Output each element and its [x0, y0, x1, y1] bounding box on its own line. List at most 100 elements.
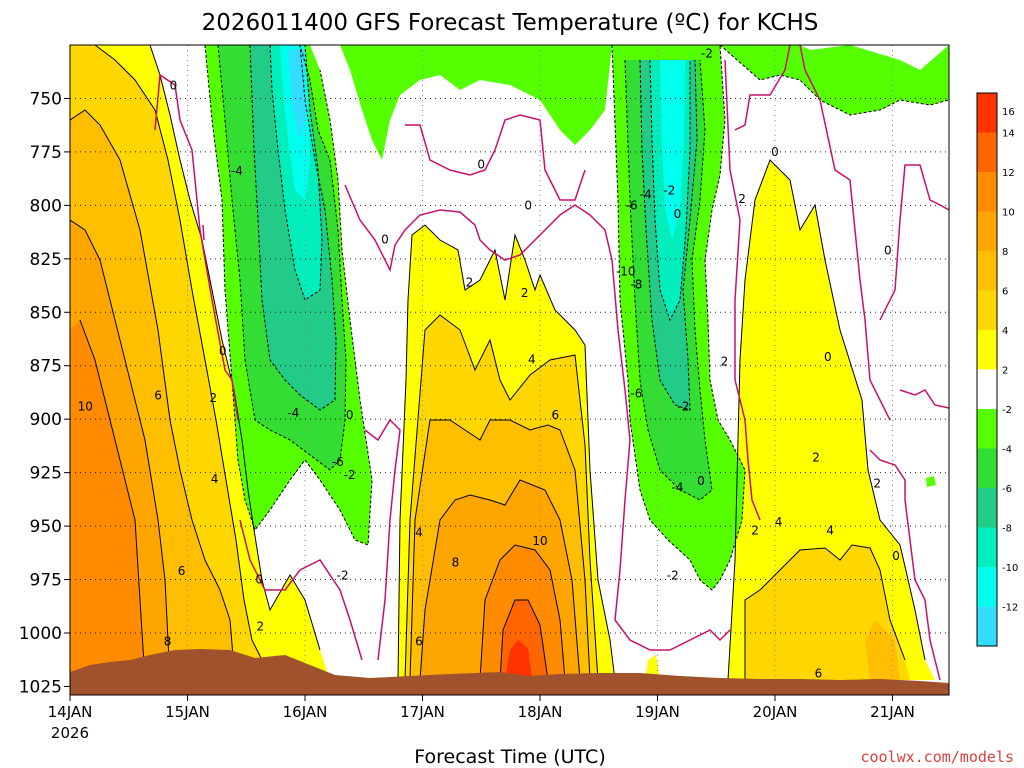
y-tick-label: 825 [30, 250, 62, 270]
y-axis: 750 775 800 825 850 875 900 925 950 975 1000 1025 [19, 89, 70, 697]
contour-label: 6 [815, 667, 823, 681]
zero-isotherm [405, 114, 586, 201]
fill-region-minus2-to-minus4 [205, 45, 612, 160]
colorbar-tick-label: 12 [1002, 168, 1015, 179]
x-tick-label: 19JAN [635, 703, 680, 721]
colorbar-tick-label: 4 [1002, 326, 1008, 337]
y-tick-label: 750 [30, 89, 62, 109]
x-axis: 14JAN 15JAN 16JAN 17JAN 18JAN 19JAN 20JAN 21JAN [48, 695, 915, 721]
contour-label: 2 [873, 476, 881, 490]
contour-label: 10 [78, 399, 93, 413]
credit-text: coolwx.com/models [860, 748, 1014, 766]
fill-region-minus10-to-minus12 [660, 60, 685, 240]
colorbar-segment [977, 251, 997, 291]
contour-label: 4 [528, 352, 536, 366]
colorbar-segment [977, 409, 997, 449]
x-tick-label: 16JAN [283, 703, 328, 721]
contour-label: 2 [738, 192, 746, 206]
contour-label: 0 [477, 158, 485, 172]
isotherm-line [624, 59, 713, 501]
colorbar-tick-label: -12 [1002, 603, 1018, 614]
zero-isotherm-lines [154, 45, 949, 681]
colorbar-segment [977, 93, 997, 133]
colorbar-tick-label: 10 [1002, 208, 1015, 219]
contour-label: 6 [154, 389, 162, 403]
isotherm-line [744, 544, 906, 680]
zero-isotherm [154, 73, 239, 421]
zero-isotherm [202, 224, 205, 241]
contour-label: 6 [551, 408, 559, 422]
plot-area [70, 45, 949, 695]
isotherm-line [727, 159, 926, 681]
contour-label: 2 [812, 451, 820, 465]
isotherm-line [409, 419, 591, 681]
colorbar-segment [977, 172, 997, 212]
contour-label: -10 [616, 265, 636, 279]
colorbar-tick-label: -4 [1002, 445, 1012, 456]
x-tick-label: 20JAN [753, 703, 798, 721]
colorbar-segment [977, 290, 997, 331]
contour-label: 0 [219, 344, 227, 358]
y-tick-label: 975 [30, 571, 62, 591]
contour-label: -2 [677, 399, 689, 413]
contour-label: -6 [626, 198, 638, 212]
contour-label: 0 [892, 549, 900, 563]
contour-label: 6 [178, 564, 186, 578]
x-tick-year: 2026 [51, 724, 89, 742]
contour-label: -4 [231, 164, 243, 178]
isotherm-line [94, 45, 263, 661]
contour-label: 2 [210, 391, 218, 405]
cold-isotherm-lines [204, 45, 949, 591]
contour-label: 0 [170, 79, 178, 93]
isotherm-line [70, 109, 236, 681]
contour-label: 8 [164, 635, 172, 649]
y-tick-label: 950 [30, 517, 62, 537]
zero-isotherm [364, 418, 401, 661]
plot-frame [69, 44, 950, 696]
contour-label: 2 [751, 523, 759, 537]
contour-label: 0 [674, 207, 682, 221]
y-tick-label: 775 [30, 143, 62, 163]
isotherm-line [639, 59, 698, 411]
fill-region-14-to-16 [505, 640, 532, 680]
colorbar-tick-label: -10 [1002, 563, 1018, 574]
y-tick-label: 800 [30, 196, 62, 216]
y-tick-label: 925 [30, 464, 62, 484]
colorbar-tick-label: 14 [1002, 129, 1015, 140]
contour-labels: 10866420002-4-4-6-20-2000224468106-4-6-1… [78, 47, 900, 681]
isotherm-line [404, 314, 599, 681]
colorbar-tick-label: 8 [1002, 247, 1008, 258]
contour-label: -2 [701, 47, 713, 61]
colorbar-frame [976, 92, 998, 647]
contour-label: 6 [415, 635, 423, 649]
fill-region-2-to-4 [728, 160, 935, 680]
zero-isotherm [869, 449, 941, 681]
contour-label: -4 [640, 188, 652, 202]
x-tick-label: 15JAN [165, 703, 210, 721]
contour-label: 0 [255, 573, 263, 587]
zero-isotherm [239, 519, 363, 661]
contour-label: -8 [630, 277, 642, 291]
isotherm-line [397, 224, 616, 681]
isotherm-line [204, 45, 373, 546]
y-tick-label: 900 [30, 410, 62, 430]
fill-region-10-to-12 [70, 320, 145, 695]
y-tick-label: 1000 [19, 624, 62, 644]
colorbar-tick-label: -8 [1002, 524, 1012, 535]
colorbar-segment [977, 330, 997, 370]
isotherm-line [70, 219, 171, 681]
colorbar: 16 14 12 10 8 6 4 2 -2 -4 -6 -8 -10 -12 [976, 92, 1018, 647]
contour-label: -6 [630, 387, 642, 401]
fill-region-below-minus12 [288, 50, 306, 140]
colorbar-segment [977, 606, 997, 647]
zero-isotherm [734, 45, 791, 131]
isotherm-line [249, 45, 337, 411]
y-tick-label: 875 [30, 357, 62, 377]
colorbar-segment [977, 527, 997, 568]
chart-title: 2026011400 GFS Forecast Temperature (ºC)… [202, 10, 819, 36]
ground-terrain [70, 649, 949, 695]
contour-label: 10 [532, 534, 547, 548]
contour-label: -2 [337, 568, 349, 582]
contour-label: 0 [524, 198, 532, 212]
contour-label: -4 [287, 406, 299, 420]
